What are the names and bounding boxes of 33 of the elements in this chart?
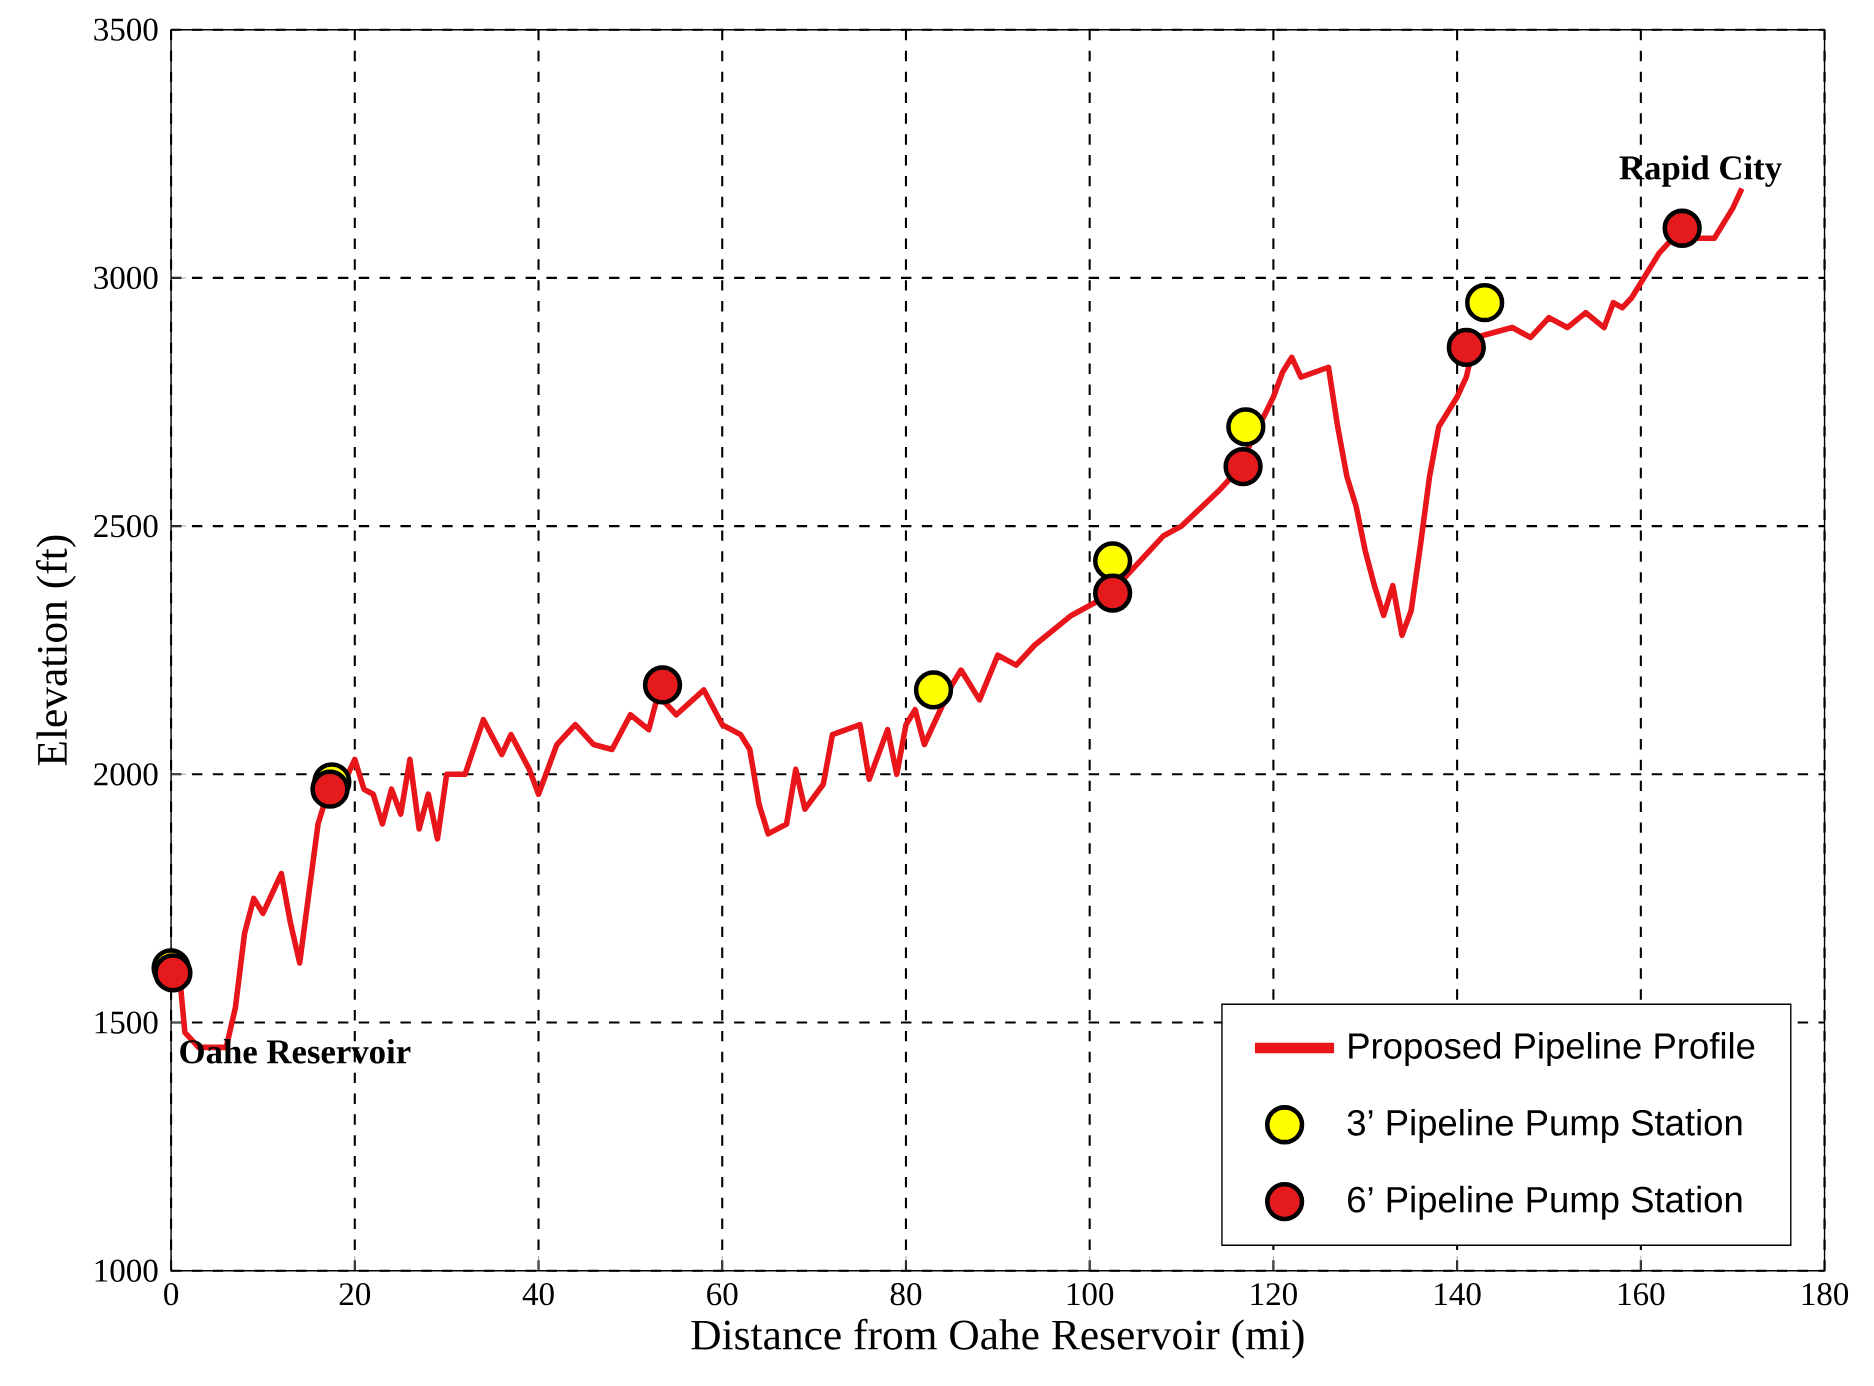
- legend-label: 6’ Pipeline Pump Station: [1348, 1185, 1742, 1220]
- point: [310, 769, 350, 809]
- y-tick-label: 2500: [94, 514, 158, 538]
- x-tick-label: 180: [1802, 1282, 1849, 1306]
- x-tick-label: 120: [1251, 1282, 1297, 1306]
- point: [1223, 446, 1263, 486]
- annotation: Rapid City: [1619, 154, 1782, 187]
- x-tick-label: 0: [164, 1282, 179, 1306]
- x-axis-title: Distance from Oahe Reservoir (mi): [691, 1318, 1304, 1359]
- y-axis-title: Elevation (ft): [36, 535, 76, 766]
- point: [1662, 208, 1702, 248]
- x-tick-label: 80: [890, 1282, 922, 1306]
- point: [1226, 406, 1266, 447]
- x-tick-label: 20: [339, 1282, 371, 1306]
- annotation: Oahe Reservoir: [180, 1038, 411, 1064]
- y-tick-label: 3000: [94, 266, 158, 289]
- point: [642, 665, 683, 705]
- point: [913, 670, 954, 710]
- point: [1465, 282, 1505, 323]
- legend-label: 3’ Pipeline Pump Station: [1347, 1108, 1742, 1143]
- point: [1446, 327, 1486, 367]
- x-tick-label: 100: [1067, 1282, 1114, 1306]
- y-tick-label: 2000: [94, 762, 158, 786]
- point: [1093, 573, 1133, 613]
- y-tick-label: 1000: [95, 1259, 158, 1282]
- x-tick-label: 160: [1618, 1282, 1665, 1306]
- x-tick-label: 40: [522, 1282, 554, 1306]
- legend-label: Proposed Pipeline Profile: [1349, 1031, 1755, 1066]
- x-tick-label: 140: [1435, 1282, 1481, 1306]
- y-tick-label: 1500: [95, 1011, 158, 1034]
- point: [153, 953, 193, 993]
- y-tick-label: 3500: [94, 18, 158, 41]
- x-tick-label: 60: [707, 1282, 738, 1306]
